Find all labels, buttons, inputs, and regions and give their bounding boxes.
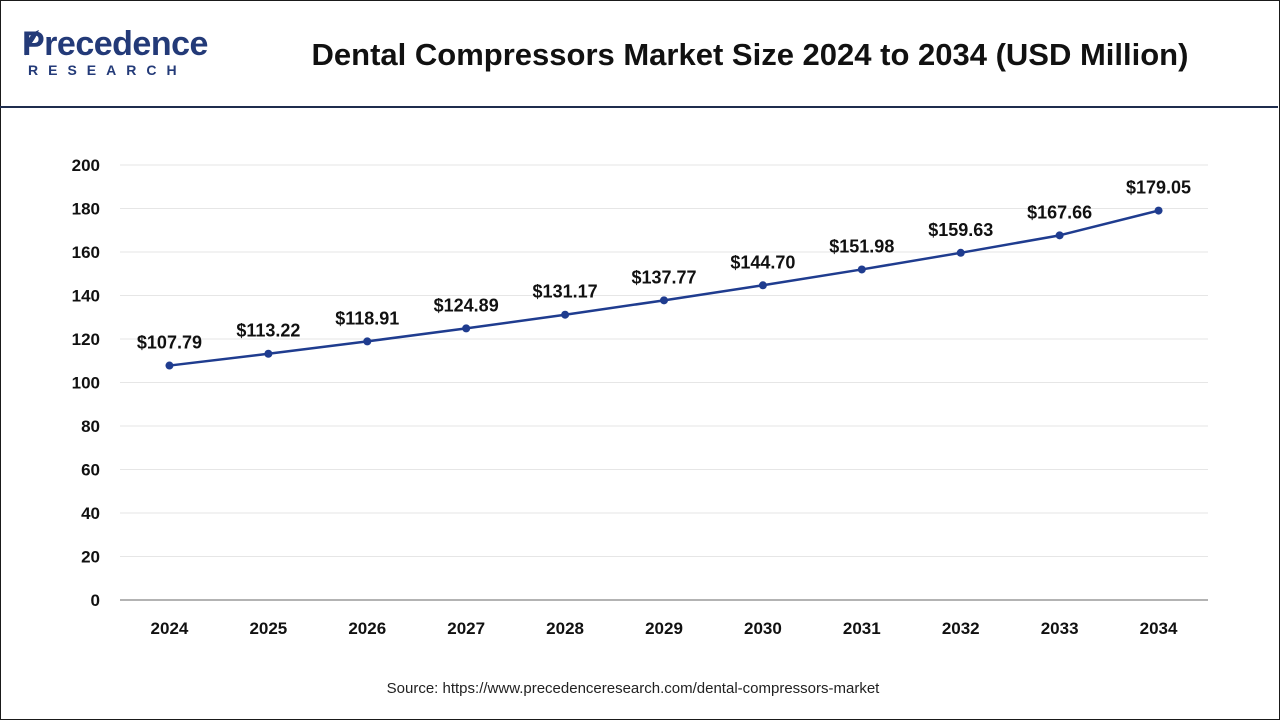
- data-point: [1154, 206, 1163, 215]
- data-label: $118.91: [335, 308, 399, 328]
- y-tick-label: 200: [72, 156, 100, 175]
- data-point: [857, 265, 866, 274]
- x-tick-label: 2031: [843, 619, 881, 638]
- data-label: $107.79: [137, 333, 202, 353]
- x-tick-label: 2032: [942, 619, 980, 638]
- y-tick-label: 160: [72, 243, 100, 262]
- x-axis-ticks: 2024 2025 2026 2027 2028 2029 2030 2031 2032 2033…: [151, 619, 1178, 638]
- chart-title: Dental Compressors Market Size 2024 to 2…: [311, 37, 1189, 72]
- header: Precedence RESEARCH Dental Compressors M…: [0, 0, 1278, 108]
- data-label: $179.05: [1126, 178, 1191, 198]
- x-tick-label: 2034: [1140, 619, 1178, 638]
- data-point: [462, 324, 471, 333]
- line-chart: 0 20 40 60 80 100 120 140 160 180 200 2024 2025 2026…: [72, 156, 1208, 638]
- data-label: $124.89: [434, 295, 499, 315]
- x-tick-label: 2024: [151, 619, 189, 638]
- x-tick-label: 2027: [447, 619, 485, 638]
- data-label: $137.77: [631, 267, 696, 287]
- data-label: $144.70: [730, 252, 795, 272]
- source-note: Source: https://www.precedenceresearch.c…: [386, 680, 880, 697]
- data-label: $131.17: [533, 282, 598, 302]
- data-point: [561, 310, 570, 319]
- data-label: $113.22: [236, 321, 300, 341]
- gridlines: [120, 164, 1208, 601]
- y-tick-label: 60: [81, 461, 100, 480]
- series: [165, 206, 1163, 370]
- data-label: $167.66: [1027, 202, 1092, 222]
- y-tick-label: 0: [91, 591, 100, 610]
- data-point: [758, 281, 767, 290]
- y-tick-label: 100: [72, 374, 100, 393]
- x-tick-label: 2033: [1041, 619, 1079, 638]
- y-tick-label: 180: [72, 200, 100, 219]
- y-tick-label: 20: [81, 548, 100, 567]
- logo-subtitle: RESEARCH: [28, 62, 187, 78]
- logo-leaf-icon: [25, 30, 39, 56]
- y-tick-label: 140: [72, 287, 100, 306]
- data-point: [660, 296, 668, 305]
- logo-wordmark: Precedence: [22, 25, 208, 63]
- series-line: [169, 209, 1159, 367]
- data-label: $151.98: [829, 236, 894, 256]
- data-point: [264, 349, 273, 358]
- y-tick-label: 80: [81, 417, 100, 436]
- x-tick-label: 2028: [546, 619, 584, 638]
- y-tick-label: 120: [72, 330, 100, 349]
- data-label: $159.63: [928, 220, 993, 240]
- y-axis-ticks: 0 20 40 60 80 100 120 140 160 180 200: [72, 156, 100, 610]
- y-tick-label: 40: [81, 504, 100, 523]
- data-point: [165, 361, 174, 370]
- data-point: [956, 248, 965, 257]
- logo: Precedence RESEARCH: [22, 26, 222, 82]
- x-tick-label: 2030: [744, 619, 782, 638]
- x-tick-label: 2029: [645, 619, 683, 638]
- data-point: [363, 337, 372, 346]
- x-tick-label: 2025: [249, 619, 287, 638]
- data-labels: $107.79 $113.22 $118.91 $124.89 $131.17 $137.…: [137, 178, 1191, 353]
- x-tick-label: 2026: [348, 619, 386, 638]
- data-point: [1055, 231, 1064, 240]
